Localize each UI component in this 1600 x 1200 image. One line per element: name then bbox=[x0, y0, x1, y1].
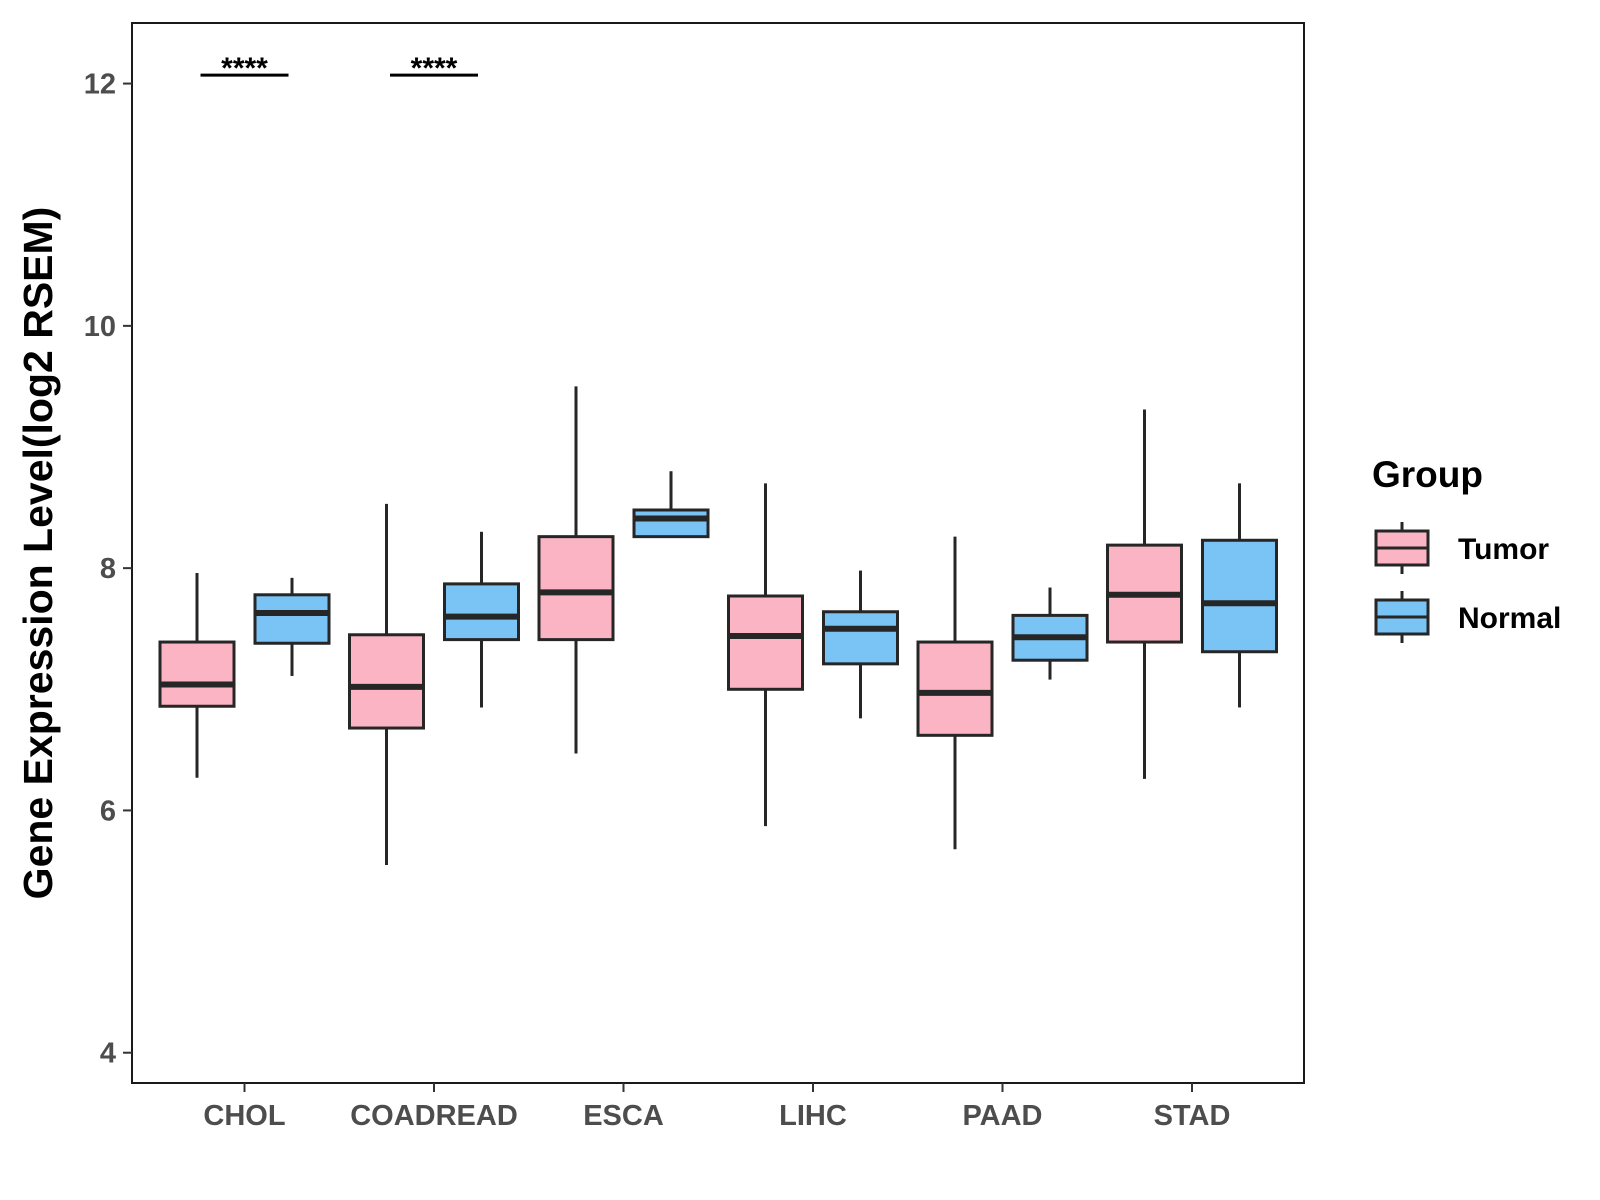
box-chol-tumor bbox=[158, 572, 236, 778]
box-stad-normal bbox=[1201, 483, 1278, 708]
box-paad-tumor bbox=[916, 536, 994, 850]
x-tick-label: COADREAD bbox=[350, 1100, 518, 1132]
y-tick-label: 10 bbox=[84, 311, 116, 343]
box-esca-tumor bbox=[537, 386, 615, 754]
box-paad-normal bbox=[1011, 587, 1089, 680]
y-axis: 4 6 8 10 12 bbox=[84, 69, 132, 1070]
box-body bbox=[348, 633, 425, 730]
box-body bbox=[727, 594, 804, 691]
y-axis-title: Gene Expression Level(log2 RSEM) bbox=[15, 207, 61, 900]
box-coadread-tumor bbox=[348, 503, 425, 865]
box-lihc-tumor bbox=[727, 483, 804, 827]
box-body bbox=[158, 640, 236, 708]
y-tick-label: 4 bbox=[100, 1038, 116, 1070]
x-tick-label: CHOL bbox=[203, 1100, 285, 1132]
legend-label-tumor: Tumor bbox=[1458, 533, 1549, 566]
significance-label: **** bbox=[411, 52, 458, 85]
box-body bbox=[916, 640, 994, 737]
box-body bbox=[822, 610, 899, 666]
legend-item-tumor: Tumor bbox=[1374, 522, 1549, 574]
y-tick-label: 12 bbox=[84, 69, 116, 101]
box-body bbox=[443, 582, 520, 642]
box-body bbox=[537, 535, 615, 642]
box-chol-normal bbox=[253, 577, 331, 676]
box-lihc-normal bbox=[822, 570, 899, 719]
legend-label-normal: Normal bbox=[1458, 602, 1561, 635]
box-coadread-normal bbox=[443, 531, 520, 708]
x-tick-label: LIHC bbox=[779, 1100, 847, 1132]
box-body bbox=[253, 593, 331, 645]
box-body bbox=[632, 508, 710, 539]
x-axis: CHOL COADREAD ESCA LIHC PAAD STAD bbox=[203, 1083, 1230, 1132]
legend-item-normal: Normal bbox=[1374, 591, 1561, 643]
legend-title: Group bbox=[1372, 454, 1483, 495]
x-tick-label: ESCA bbox=[583, 1100, 664, 1132]
legend: Group Tumor Normal bbox=[1372, 454, 1561, 643]
significance-chol: **** bbox=[200, 52, 289, 85]
box-body bbox=[1201, 538, 1278, 654]
box-stad-tumor bbox=[1106, 409, 1183, 779]
box-esca-normal bbox=[632, 471, 710, 539]
x-tick-label: PAAD bbox=[962, 1100, 1042, 1132]
plot-area: **** **** bbox=[158, 52, 1278, 865]
significance-label: **** bbox=[221, 52, 268, 85]
y-tick-label: 6 bbox=[100, 795, 116, 827]
y-tick-label: 8 bbox=[100, 553, 116, 585]
x-tick-label: STAD bbox=[1154, 1100, 1231, 1132]
plot-panel-border bbox=[131, 22, 1305, 1084]
significance-coadread: **** bbox=[390, 52, 478, 85]
